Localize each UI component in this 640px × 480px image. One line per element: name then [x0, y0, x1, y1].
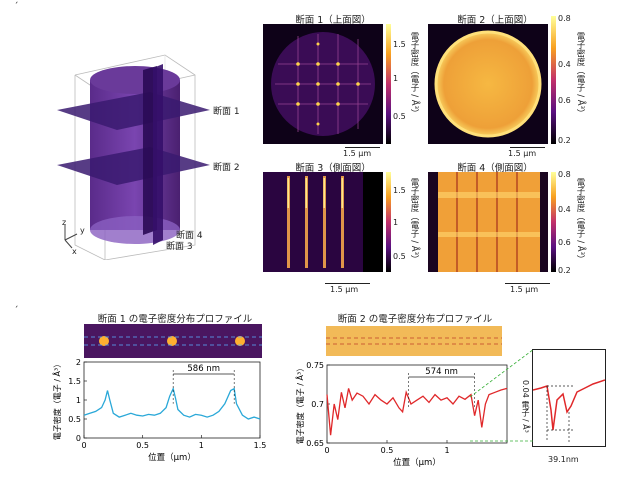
panel1-image	[263, 24, 383, 144]
left-chart-xtick-label: 1.5	[254, 441, 267, 450]
panel2-tick-0.6: 0.6	[558, 96, 571, 105]
panel2-scale-label: 1.5 μm	[508, 149, 537, 158]
panel3-scale-label: 1.5 μm	[330, 285, 359, 294]
left-chart-ytick-label: 0	[76, 434, 81, 443]
right-chart-xtick-label: 1	[444, 446, 449, 455]
left-chart-xtick-label: 1	[199, 441, 204, 450]
right-chart-xlabel: 位置（μm）	[393, 457, 441, 468]
panel1-colorbar-label: 電子密度（電子 / Å³）	[409, 32, 419, 118]
cube-label-slice4: 断面 4	[176, 231, 203, 241]
panel1-tick-0.5: 0.5	[393, 112, 406, 121]
left-chart-measure-label: 586 nm	[187, 364, 220, 374]
left-chart-ylabel: 電子密度（電子 / Å³）	[51, 360, 62, 440]
right-chart-xtick-label: 0	[324, 446, 329, 455]
right-profile-strip	[326, 326, 502, 356]
panel3-tick-0.5: 0.5	[393, 252, 406, 261]
right-chart-ytick-label: 0.7	[311, 400, 324, 409]
cube-illustration	[57, 54, 210, 260]
inset-connector	[469, 348, 535, 442]
panel3-colorbar	[386, 172, 391, 272]
left-chart-xlabel: 位置（μm）	[148, 452, 196, 463]
inset-measure-vertical: 0.04 電子 / Å³	[521, 380, 530, 433]
cube-label-slice3: 断面 3	[166, 242, 193, 252]
right-chart-measure-label: 574 nm	[425, 367, 458, 377]
right-chart-ytick-label: 0.75	[306, 361, 324, 370]
axis-label-x: x	[72, 247, 77, 256]
left-chart-series-line	[83, 386, 261, 420]
panel4-title: 断面 4（側面図）	[457, 163, 533, 174]
right-chart-ylabel: 電子密度（電子 / Å³）	[294, 364, 305, 444]
panel3-tick-1: 1	[393, 218, 399, 227]
panel3-scale-bar	[325, 283, 370, 284]
panel1-tick-1: 1	[393, 74, 399, 83]
right-profile-chart: 0.65 0.7 0.75 0 0.5 1位置（μm） 電子密度（電子 / Å³） 574 n…	[294, 361, 508, 468]
panel4-colorbar-label: 電子密度（電子 / Å³）	[575, 178, 585, 264]
zoom-inset	[532, 349, 606, 447]
panel4-tick-0.6: 0.6	[558, 238, 571, 247]
cube-label-slice2: 断面 2	[213, 163, 240, 173]
panel4-tick-0.2: 0.2	[558, 266, 571, 275]
panel2-tick-0.4: 0.4	[558, 60, 571, 69]
panel2-scale-bar	[510, 147, 545, 148]
panel3-colorbar-label: 電子密度（電子 / Å³）	[409, 178, 419, 264]
panel3-title: 断面 3（側面図）	[295, 163, 371, 174]
panel4-scale-label: 1.5 μm	[510, 285, 539, 294]
right-chart-ytick-label: 0.65	[306, 439, 324, 448]
panel1-tick-1.5: 1.5	[393, 40, 406, 49]
axis-label-z: z	[62, 218, 67, 227]
left-chart-ytick-label: 1.5	[68, 377, 81, 386]
figure-mark-b: ˊ	[14, 306, 19, 316]
panel2-tick-0.8: 0.8	[558, 14, 571, 23]
left-chart-ytick-label: 1	[76, 396, 81, 405]
left-profile-strip	[84, 324, 262, 358]
panel2-tick-0.2: 0.2	[558, 136, 571, 145]
axis-label-y: y	[80, 226, 85, 235]
inset-measure-horizontal: 39.1nm	[548, 455, 579, 464]
right-chart-xtick-label: 0.5	[381, 446, 394, 455]
panel1-scale-label: 1.5 μm	[343, 149, 372, 158]
left-profile-chart: 0 0.5 1 1.5 2 0 0.5 1 1.5 位置（μm） 電子密度（電子 / Å³） 586 …	[51, 358, 267, 463]
panel1-scale-bar	[345, 147, 380, 148]
panel1-title: 断面 1（上面図）	[295, 15, 371, 26]
right-chart-series-line	[326, 387, 508, 436]
panel1-colorbar	[386, 24, 391, 144]
panel4-scale-bar	[505, 283, 550, 284]
panel2-colorbar	[551, 16, 556, 144]
panel2-image	[428, 24, 548, 144]
left-chart-ytick-label: 2	[76, 358, 81, 367]
panel3-image	[263, 172, 383, 272]
left-profile-title: 断面 1 の電子密度分布プロファイル	[97, 314, 253, 325]
right-profile-title: 断面 2 の電子密度分布プロファイル	[337, 314, 493, 325]
figure-mark-a: ˊ	[14, 2, 19, 12]
panel4-colorbar	[551, 172, 556, 272]
cube-label-slice1: 断面 1	[213, 107, 240, 117]
panel2-colorbar-label: 電子密度（電子 / Å³）	[575, 32, 585, 118]
left-chart-xtick-label: 0	[81, 441, 86, 450]
panel4-tick-0.8: 0.8	[558, 170, 571, 179]
panel4-image	[428, 172, 548, 272]
panel2-title: 断面 2（上面図）	[457, 15, 533, 26]
left-chart-ytick-label: 0.5	[68, 415, 81, 424]
panel4-tick-0.4: 0.4	[558, 205, 571, 214]
panel3-tick-1.5: 1.5	[393, 186, 406, 195]
left-chart-xtick-label: 0.5	[136, 441, 149, 450]
